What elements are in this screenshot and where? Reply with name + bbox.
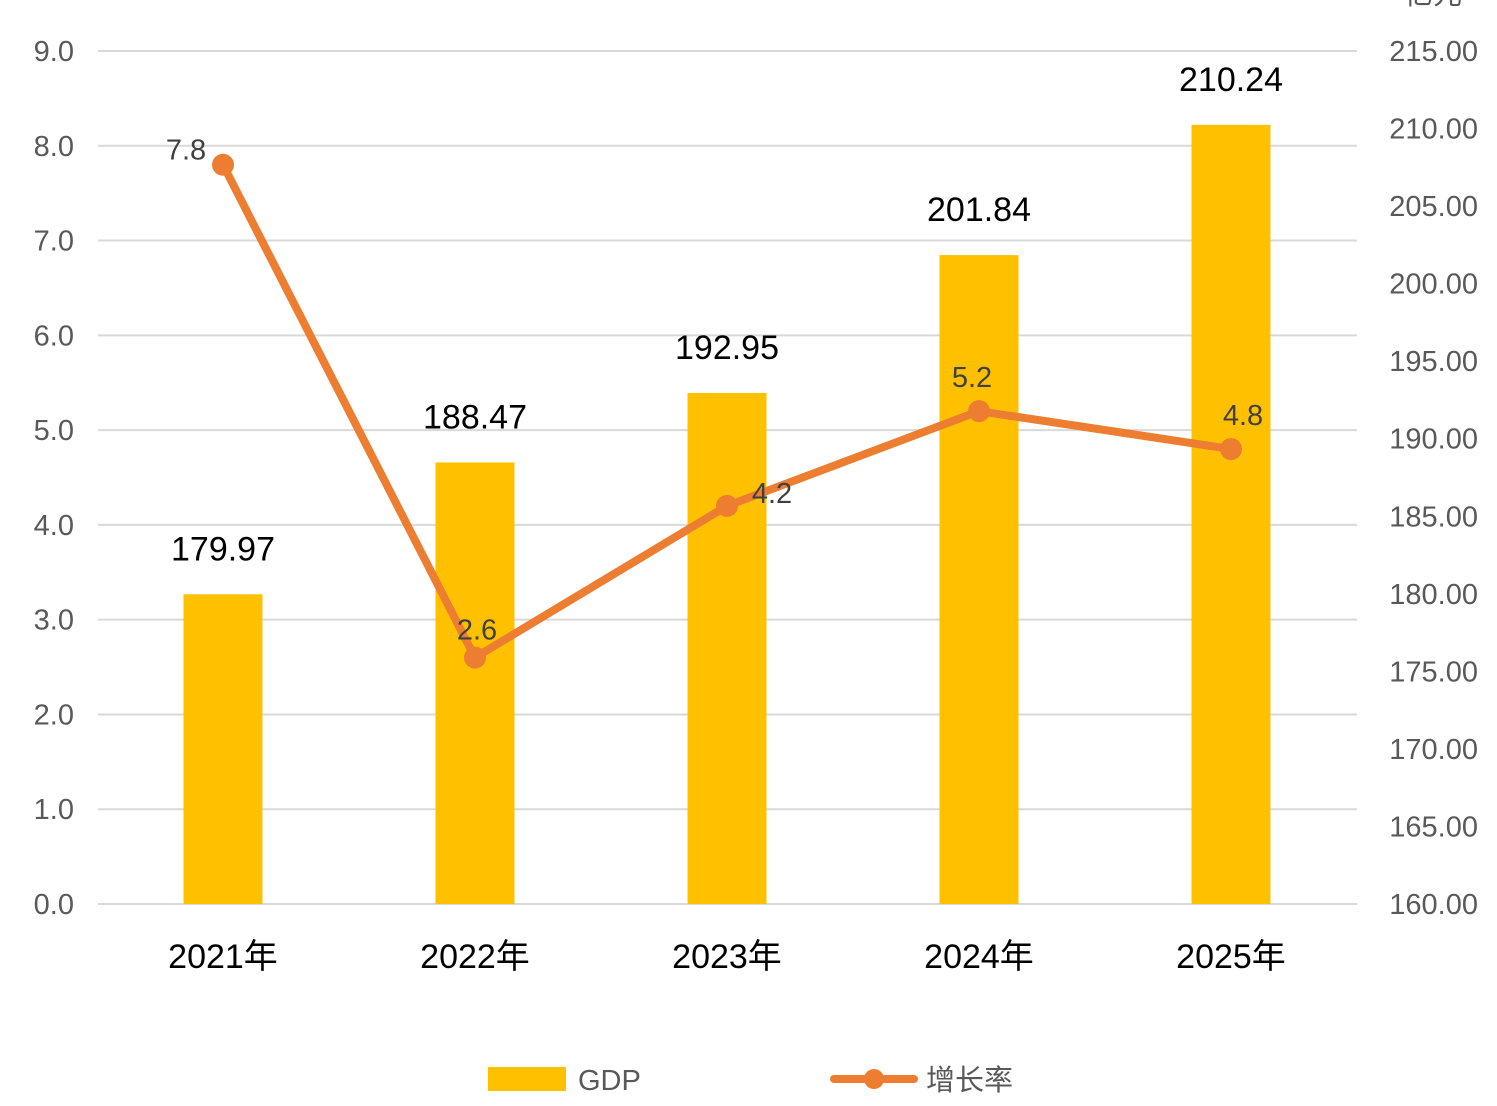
growth-point	[968, 400, 990, 423]
growth-data-label: 2.6	[457, 615, 497, 647]
growth-data-label: 7.8	[166, 135, 206, 167]
x-axis: 2021年 2022年 2023年 2024年 2025年	[168, 938, 1286, 976]
x-tick-label: 2022年	[420, 938, 530, 976]
growth-data-label: 5.2	[952, 362, 992, 394]
left-tick-label: 0.0	[34, 889, 74, 921]
right-tick-label: 185.00	[1389, 501, 1478, 533]
right-tick-label: 175.00	[1389, 656, 1478, 688]
growth-point	[212, 153, 234, 176]
growth-data-label: 4.8	[1223, 400, 1263, 432]
gdp-bars	[183, 124, 1271, 905]
right-tick-label: 195.00	[1389, 346, 1478, 378]
x-tick-label: 2021年	[168, 938, 278, 976]
left-tick-label: 4.0	[34, 510, 74, 542]
left-tick-label: 1.0	[34, 794, 74, 826]
gdp-bar-label: 179.97	[171, 530, 275, 568]
right-axis: 160.00 165.00 170.00 175.00 180.00 185.00 190.…	[1389, 36, 1478, 921]
right-tick-label: 200.00	[1389, 269, 1478, 301]
right-tick-label: 210.00	[1389, 114, 1478, 146]
left-tick-label: 6.0	[34, 320, 74, 352]
gdp-bar-label: 192.95	[675, 329, 779, 367]
growth-point	[464, 646, 486, 669]
gdp-bar-label: 201.84	[927, 191, 1031, 229]
left-tick-label: 2.0	[34, 699, 74, 731]
gdp-bar	[1191, 124, 1271, 905]
x-tick-label: 2023年	[672, 938, 782, 976]
x-tick-label: 2024年	[924, 938, 1034, 976]
growth-point	[716, 494, 738, 517]
left-axis: 0.0 1.0 2.0 3.0 4.0 5.0 6.0 7.0 8.0 9.0	[34, 36, 74, 921]
gdp-bar	[687, 392, 767, 904]
left-tick-label: 5.0	[34, 415, 74, 447]
right-tick-label: 190.00	[1389, 424, 1478, 456]
legend-gdp-label: GDP	[578, 1065, 641, 1097]
right-tick-label: 205.00	[1389, 191, 1478, 223]
right-axis-unit: 亿元	[1404, 0, 1462, 11]
left-tick-label: 7.0	[34, 226, 74, 258]
right-tick-label: 160.00	[1389, 889, 1478, 921]
gdp-bar	[183, 594, 263, 904]
gdp-bar-label: 210.24	[1179, 61, 1283, 99]
right-tick-label: 165.00	[1389, 811, 1478, 843]
right-tick-label: 170.00	[1389, 734, 1478, 766]
legend-growth-label: 增长率	[926, 1064, 1013, 1097]
growth-line: 7.8 2.6 4.2 5.2 4.8	[166, 135, 1263, 669]
legend: GDP 增长率	[488, 1064, 1013, 1097]
right-tick-label: 180.00	[1389, 579, 1478, 611]
left-tick-label: 3.0	[34, 605, 74, 637]
legend-growth-marker	[864, 1069, 884, 1089]
gdp-bar-labels: 179.97 188.47 192.95 201.84 210.24	[171, 61, 1283, 568]
growth-point	[1220, 438, 1242, 461]
legend-gdp-swatch	[488, 1067, 566, 1091]
gdp-bar	[939, 255, 1019, 905]
gdp-bar-label: 188.47	[423, 398, 527, 436]
growth-data-label: 4.2	[752, 478, 792, 510]
x-tick-label: 2025年	[1176, 938, 1286, 976]
gdp-bar	[435, 462, 515, 904]
right-tick-label: 215.00	[1389, 36, 1478, 68]
left-tick-label: 9.0	[34, 36, 74, 68]
left-tick-label: 8.0	[34, 131, 74, 163]
